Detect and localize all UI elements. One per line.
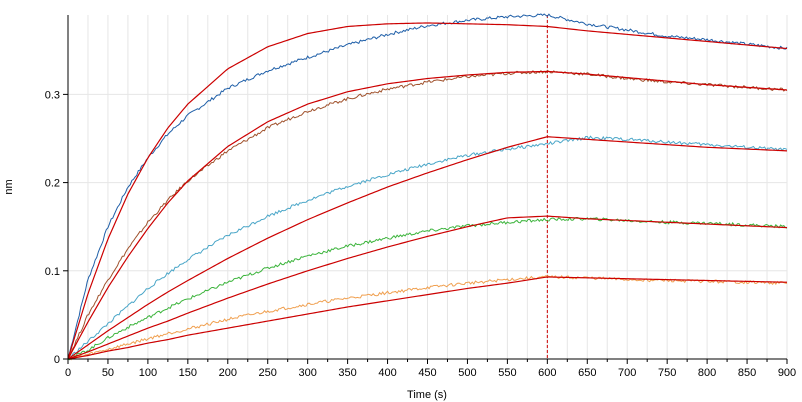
y-tick-label-3: 0.3 [45, 89, 60, 101]
fit-curve-2 [67, 70, 788, 360]
x-tick-label-0: 0 [65, 367, 71, 379]
y-tick-label-1: 0.1 [45, 266, 60, 278]
x-tick-label-15: 750 [658, 367, 676, 379]
x-tick-label-17: 850 [738, 367, 756, 379]
x-tick-label-6: 300 [298, 367, 316, 379]
x-tick-label-1: 50 [102, 367, 114, 379]
fit-curve-1 [67, 22, 788, 360]
y-tick-label-2: 0.2 [45, 178, 60, 190]
fit-curve-4 [67, 215, 788, 360]
data-series-2 [67, 69, 788, 360]
fit-curves-layer [67, 22, 788, 360]
x-tick-label-10: 500 [458, 367, 476, 379]
x-tick-label-3: 150 [179, 367, 197, 379]
x-tick-label-9: 450 [418, 367, 436, 379]
axes [63, 15, 788, 364]
x-tick-label-4: 200 [219, 367, 237, 379]
x-tick-label-18: 900 [778, 367, 796, 379]
x-tick-label-5: 250 [259, 367, 277, 379]
x-tick-label-11: 550 [498, 367, 516, 379]
x-axis-title: Time (s) [407, 389, 447, 401]
x-tick-label-16: 800 [698, 367, 716, 379]
x-tick-label-12: 600 [538, 367, 556, 379]
x-tick-label-13: 650 [578, 367, 596, 379]
tick-labels: 0 50 100 150 200 250 300 350 400 450 500 550 600 650 7… [45, 89, 796, 379]
data-series-5 [67, 274, 788, 361]
y-tick-label-0: 0 [54, 354, 60, 366]
x-tick-label-2: 100 [139, 367, 157, 379]
x-tick-label-14: 700 [618, 367, 636, 379]
data-series-3 [67, 135, 788, 360]
fit-curve-5 [67, 276, 788, 360]
fit-curve-3 [67, 136, 788, 360]
y-axis-title: nm [3, 179, 15, 194]
x-tick-label-8: 400 [378, 367, 396, 379]
x-tick-label-7: 350 [338, 367, 356, 379]
